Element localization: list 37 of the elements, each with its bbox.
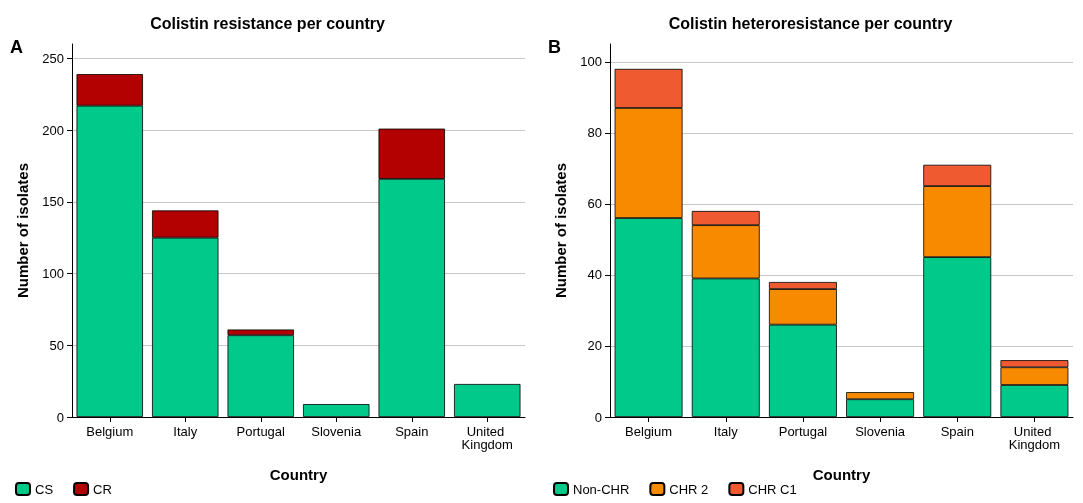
x-tick-label: United Kingdom: [1008, 424, 1061, 452]
y-tick-label: 20: [587, 338, 602, 354]
y-tick-label: 0: [594, 409, 602, 425]
y-tick-label: 80: [587, 125, 602, 141]
text: A: [10, 37, 23, 57]
text: B: [548, 37, 561, 57]
x-tick-label: Portugal: [236, 424, 286, 439]
x-axis-title: Country: [269, 466, 328, 483]
y-tick-label: 100: [42, 266, 64, 282]
y-axis-title: Number of isolates: [552, 162, 569, 299]
y-tick-label: 250: [42, 50, 64, 66]
x-axis-title: Country: [812, 466, 871, 483]
x-tick-label: Slovenia: [311, 424, 362, 439]
y-tick-label: 40: [587, 267, 602, 283]
x-tick-label: Italy: [713, 424, 739, 439]
y-tick-label: 0: [56, 409, 64, 425]
x-tick-label: Spain: [940, 424, 974, 439]
chart-title: Colistin resistance per country: [150, 14, 385, 32]
y-tick-label: 200: [42, 122, 64, 138]
x-tick-label: Spain: [395, 424, 429, 439]
y-axis-title: Number of isolates: [14, 162, 31, 299]
y-tick-label: 150: [42, 194, 64, 210]
chart-title: Colistin heteroresistance per country: [668, 14, 953, 32]
x-tick-label: Italy: [173, 424, 198, 439]
y-tick-label: 100: [580, 54, 602, 70]
y-tick-label: 60: [587, 196, 602, 212]
x-tick-label: Belgium: [86, 424, 134, 439]
legend-label: CHR C1: [748, 481, 797, 497]
x-tick-label: United Kingdom: [461, 424, 513, 452]
x-tick-label: Belgium: [625, 424, 673, 439]
y-tick-label: 50: [49, 337, 64, 353]
x-tick-label: Slovenia: [855, 424, 906, 439]
x-tick-label: Portugal: [778, 424, 828, 439]
legend-label: CR: [93, 481, 112, 497]
legend-label: Non-CHR: [573, 481, 630, 497]
legend-label: CS: [35, 481, 54, 497]
legend-label: CHR 2: [669, 481, 709, 497]
